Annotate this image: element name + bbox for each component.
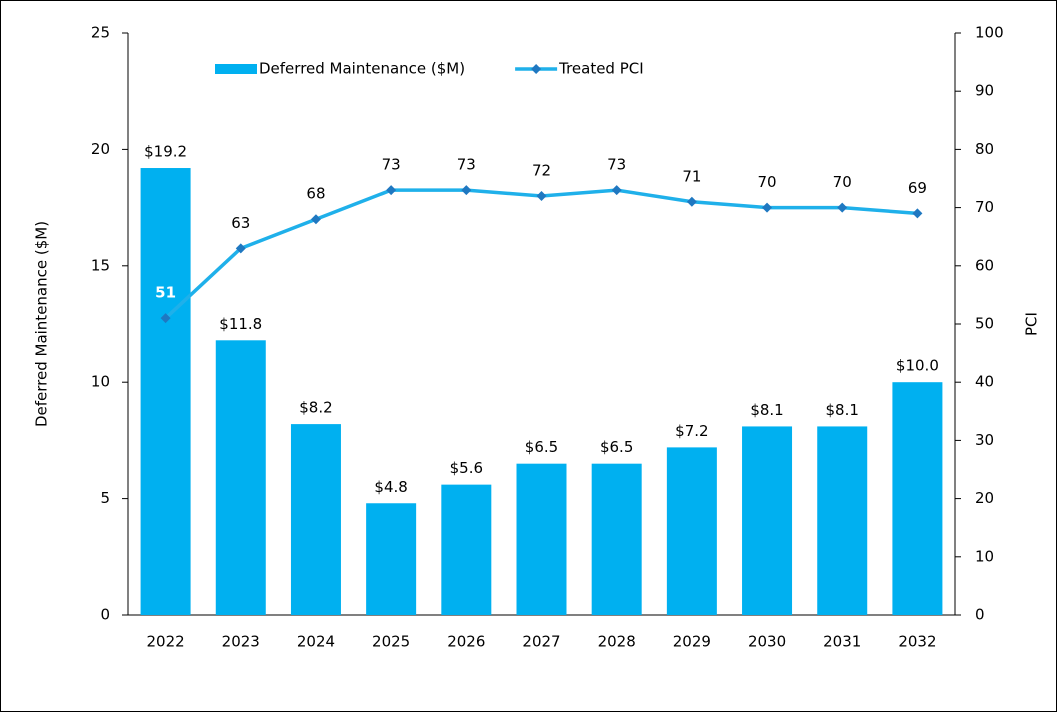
- y2-tick-label: 20: [975, 489, 994, 507]
- marker: [686, 196, 697, 207]
- marker: [536, 190, 547, 201]
- bar: [892, 382, 943, 615]
- bar: [290, 424, 341, 615]
- marker: [912, 208, 923, 219]
- marker: [461, 185, 472, 196]
- x-tick-label: 2022: [146, 633, 184, 651]
- y2-tick-label: 0: [975, 606, 985, 624]
- marker: [762, 202, 773, 213]
- data-label: $6.5: [600, 438, 633, 456]
- marker: [310, 214, 321, 225]
- y2-tick-label: 80: [975, 140, 994, 158]
- legend-marker: [531, 64, 542, 74]
- bar: [366, 503, 417, 615]
- data-label: $6.5: [525, 438, 558, 456]
- y2-axis-label: PCI: [1023, 312, 1041, 336]
- data-label: 73: [607, 156, 626, 174]
- x-tick-label: 2032: [898, 633, 936, 651]
- data-label: 71: [682, 167, 701, 185]
- y-tick-label: 10: [91, 373, 110, 391]
- x-tick-label: 2029: [673, 633, 711, 651]
- x-tick-label: 2024: [297, 633, 335, 651]
- legend-label: Deferred Maintenance ($M): [259, 60, 465, 78]
- data-label: 51: [155, 284, 176, 302]
- y2-tick-label: 60: [975, 256, 994, 274]
- bar: [666, 447, 717, 615]
- y-tick-label: 20: [91, 140, 110, 158]
- x-tick-label: 2030: [748, 633, 786, 651]
- bar: [516, 463, 567, 615]
- bar: [817, 426, 868, 615]
- data-label: 73: [382, 156, 401, 174]
- y-axis-label: Deferred Maintenance ($M): [33, 221, 51, 427]
- y2-tick-label: 30: [975, 431, 994, 449]
- y-tick-label: 5: [100, 489, 110, 507]
- data-label: 69: [908, 179, 927, 197]
- y2-tick-label: 70: [975, 198, 994, 216]
- x-tick-label: 2028: [598, 633, 636, 651]
- data-label: $8.1: [750, 401, 783, 419]
- data-label: $19.2: [144, 143, 187, 161]
- bar: [140, 168, 191, 616]
- y2-tick-label: 40: [975, 373, 994, 391]
- y-tick-label: 25: [91, 24, 110, 42]
- y-tick-label: 15: [91, 256, 110, 274]
- legend-swatch: [215, 64, 257, 74]
- data-label: $11.8: [219, 315, 262, 333]
- data-label: 73: [457, 156, 476, 174]
- x-tick-label: 2023: [222, 633, 260, 651]
- y-tick-label: 0: [100, 606, 110, 624]
- y2-tick-label: 90: [975, 82, 994, 100]
- y2-tick-label: 100: [975, 24, 1004, 42]
- marker: [386, 185, 397, 196]
- data-label: $7.2: [675, 422, 708, 440]
- x-tick-label: 2031: [823, 633, 861, 651]
- data-label: 63: [231, 214, 250, 232]
- data-label: 70: [833, 173, 852, 191]
- bar: [215, 340, 266, 615]
- data-label: $4.8: [374, 478, 407, 496]
- data-label: $5.6: [450, 459, 483, 477]
- bar: [591, 463, 642, 615]
- marker: [235, 243, 246, 254]
- y2-tick-label: 10: [975, 547, 994, 565]
- legend-label: Treated PCI: [558, 60, 644, 78]
- y2-tick-label: 50: [975, 315, 994, 333]
- marker: [160, 313, 171, 324]
- marker: [837, 202, 848, 213]
- x-tick-label: 2026: [447, 633, 485, 651]
- bar: [441, 484, 492, 615]
- data-label: 70: [757, 173, 776, 191]
- data-label: $10.0: [896, 357, 939, 375]
- data-label: 68: [306, 185, 325, 203]
- data-label: 72: [532, 161, 551, 179]
- marker: [611, 185, 622, 196]
- data-label: $8.2: [299, 399, 332, 417]
- x-tick-label: 2025: [372, 633, 410, 651]
- bar: [742, 426, 793, 615]
- data-label: $8.1: [826, 401, 859, 419]
- x-tick-label: 2027: [522, 633, 560, 651]
